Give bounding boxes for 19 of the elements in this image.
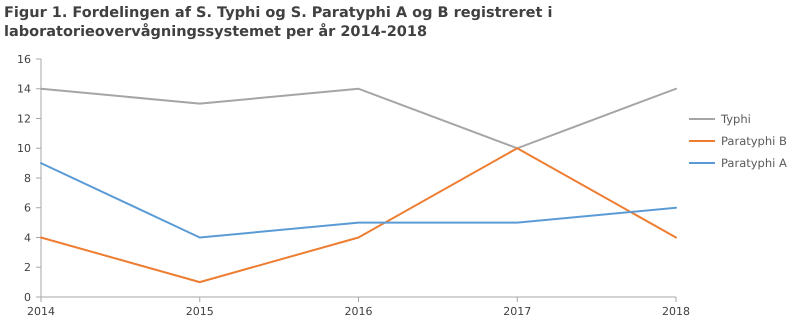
y-tick-label: 12 xyxy=(17,112,31,126)
chart-title: Figur 1. Fordelingen af S. Typhi og S. Paratyphi A og B registreret i laboratorieovervågningssystemet per år 2014-2018 xyxy=(4,5,552,40)
x-tick-label: 2017 xyxy=(503,305,532,318)
legend-label: Paratyphi B xyxy=(721,134,787,148)
y-tick-label: 6 xyxy=(24,202,31,215)
y-tick-label: 8 xyxy=(24,172,31,185)
y-tick-label: 0 xyxy=(24,290,31,304)
y-tick-label: 14 xyxy=(17,82,31,96)
x-tick-label: 2015 xyxy=(186,305,214,318)
y-tick-label: 16 xyxy=(17,52,31,66)
x-tick-label: 2018 xyxy=(662,305,690,318)
legend-label: Paratyphi A xyxy=(721,156,787,170)
y-tick-label: 10 xyxy=(17,142,31,156)
x-tick-label: 2014 xyxy=(27,305,55,318)
line-series xyxy=(40,162,677,238)
y-tick-label: 2 xyxy=(24,261,31,274)
x-tick-label: 2016 xyxy=(344,305,372,318)
legend-label: Typhi xyxy=(720,112,751,126)
y-tick-label: 4 xyxy=(24,231,31,244)
